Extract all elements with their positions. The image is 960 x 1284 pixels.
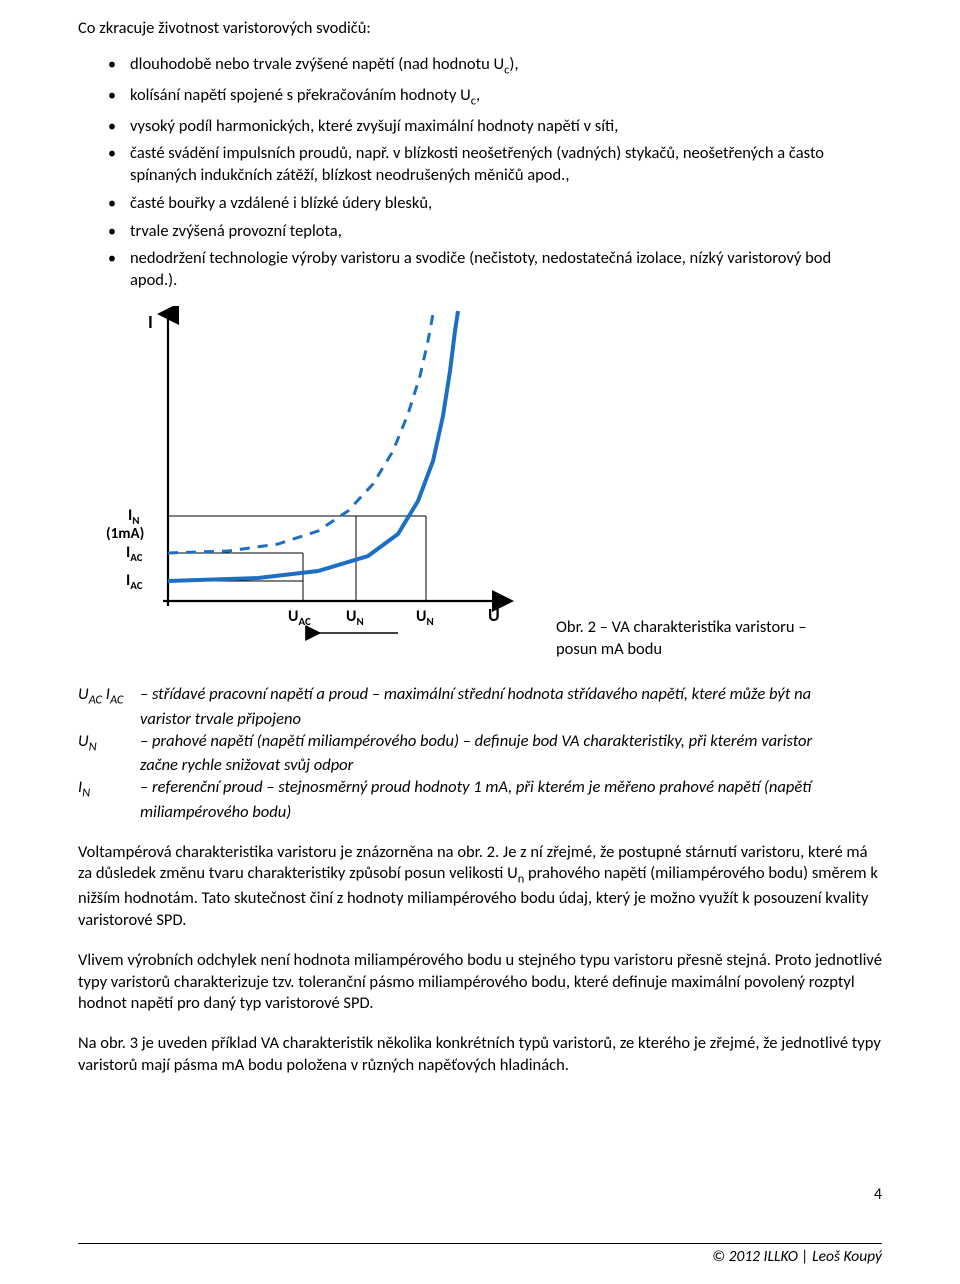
footer: © 2012 ILLKO | Leoš Koupý	[78, 1243, 882, 1266]
definition-term: UAC IAC	[78, 684, 140, 709]
bullet-item: časté svádění impulsních proudů, např. v…	[78, 143, 882, 187]
va-chart: I U IN (1mA) IAC IAC UAC UN UN	[88, 306, 548, 666]
paragraph: Voltampérová charakteristika varistoru j…	[78, 842, 882, 932]
bullet-list: dlouhodobě nebo trvale zvýšené napětí (n…	[78, 54, 882, 292]
bullet-item: vysoký podíl harmonických, které zvyšují…	[78, 116, 882, 138]
bullet-item: časté bouřky a vzdálené i blízké údery b…	[78, 193, 882, 215]
curve-solid	[168, 311, 458, 581]
svg-text:UAC: UAC	[288, 607, 311, 628]
chart-caption: Obr. 2 – VA charakteristika varistoru – …	[556, 617, 807, 666]
definition-term: IN	[78, 777, 140, 802]
y-axis-label: I	[148, 311, 153, 333]
chart-caption-line1: Obr. 2 – VA charakteristika varistoru –	[556, 617, 807, 637]
x-axis-label: U	[488, 604, 500, 626]
paragraph: Na obr. 3 je uveden příklad VA charakter…	[78, 1033, 882, 1077]
paragraph: Vlivem výrobních odchylek není hodnota m…	[78, 950, 882, 1015]
footer-divider	[78, 1243, 882, 1244]
definition-row: IN – referenční proud – stejnosměrný pro…	[78, 777, 882, 802]
page-number: 4	[874, 1185, 882, 1204]
svg-text:(1mA): (1mA)	[106, 525, 144, 543]
definition-text: – prahové napětí (napětí miliampérového …	[140, 731, 882, 756]
definition-row: UN – prahové napětí (napětí miliampérové…	[78, 731, 882, 756]
definition-row: UAC IAC – střídavé pracovní napětí a pro…	[78, 684, 882, 709]
footer-text: © 2012 ILLKO | Leoš Koupý	[78, 1247, 882, 1266]
definition-text: – střídavé pracovní napětí a proud – max…	[140, 684, 882, 709]
svg-text:UN: UN	[346, 607, 364, 628]
bullet-item: trvale zvýšená provozní teplota,	[78, 221, 882, 243]
svg-text:UN: UN	[416, 607, 434, 628]
svg-text:IAC: IAC	[126, 571, 143, 592]
chart-caption-line2: posun mA bodu	[556, 639, 662, 659]
svg-text:IN: IN	[128, 506, 140, 527]
definition-text-cont: začne rychle snižovat svůj odpor	[140, 755, 882, 777]
intro-text: Co zkracuje životnost varistorových svod…	[78, 18, 882, 38]
curve-dashed	[168, 314, 433, 553]
definition-text: – referenční proud – stejnosměrný proud …	[140, 777, 882, 802]
definition-term: UN	[78, 731, 140, 756]
bullet-item: dlouhodobě nebo trvale zvýšené napětí (n…	[78, 54, 882, 79]
svg-text:IAC: IAC	[126, 543, 143, 564]
chart-container: I U IN (1mA) IAC IAC UAC UN UN	[88, 306, 882, 666]
definition-text-cont: miliampérového bodu)	[140, 802, 882, 824]
definition-text-cont: varistor trvale připojeno	[140, 709, 882, 731]
definitions: UAC IAC – střídavé pracovní napětí a pro…	[78, 684, 882, 824]
page: Co zkracuje životnost varistorových svod…	[0, 0, 960, 1284]
bullet-item: kolísání napětí spojené s překračováním …	[78, 85, 882, 110]
bullet-item: nedodržení technologie výroby varistoru …	[78, 248, 882, 292]
